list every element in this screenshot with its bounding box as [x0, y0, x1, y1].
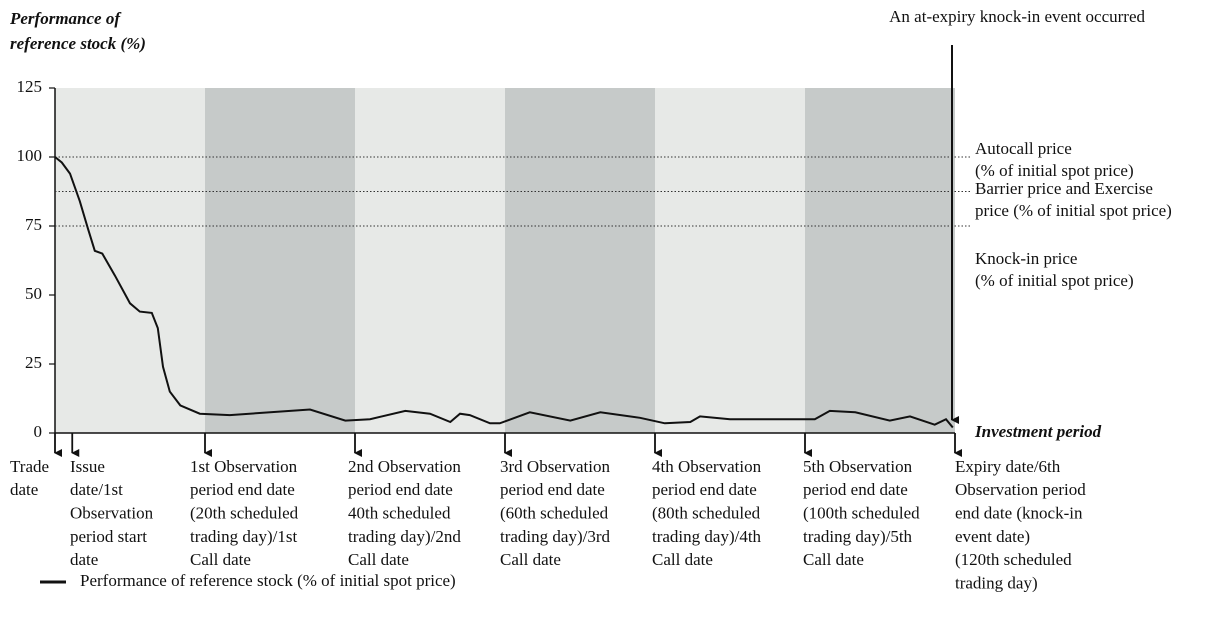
y-tick-label: 100	[17, 146, 43, 165]
reference-label: Barrier price and Exercise	[975, 179, 1153, 198]
event-label: trading day)	[955, 573, 1038, 592]
y-tick-label: 0	[34, 422, 43, 441]
reference-label: price (% of initial spot price)	[975, 201, 1172, 220]
event-label: Call date	[348, 550, 409, 569]
observation-band	[55, 88, 205, 433]
y-axis-title: Performance of	[9, 9, 122, 28]
event-label: Issue	[70, 457, 105, 476]
event-label: period end date	[652, 480, 757, 499]
event-label: 40th scheduled	[348, 504, 451, 523]
event-label: date/1st	[70, 480, 123, 499]
event-label: Call date	[190, 550, 251, 569]
reference-label: (% of initial spot price)	[975, 271, 1134, 290]
event-label: end date (knock-in	[955, 504, 1083, 523]
legend-label: Performance of reference stock (% of ini…	[80, 571, 456, 590]
event-label: period start	[70, 527, 147, 546]
event-label: Observation period	[955, 480, 1086, 499]
event-label: trading day)/5th	[803, 527, 913, 546]
event-label: period end date	[803, 480, 908, 499]
observation-band	[505, 88, 655, 433]
event-label: Observation	[70, 504, 154, 523]
event-label: (80th scheduled	[652, 504, 761, 523]
data-line	[54, 156, 954, 429]
observation-band	[805, 88, 955, 433]
reference-label: Knock-in price	[975, 249, 1077, 268]
event-label: date	[10, 480, 38, 499]
event-label: 5th Observation	[803, 457, 913, 476]
event-label: Call date	[500, 550, 561, 569]
reference-label: Autocall price	[975, 139, 1072, 158]
event-label: 2nd Observation	[348, 457, 461, 476]
event-label: period end date	[190, 480, 295, 499]
observation-band	[655, 88, 805, 433]
event-label: 1st Observation	[190, 457, 298, 476]
x-axis-title: Investment period	[974, 422, 1102, 441]
event-label: (120th scheduled	[955, 550, 1072, 569]
event-label: period end date	[500, 480, 605, 499]
event-label: 3rd Observation	[500, 457, 611, 476]
event-label: Call date	[803, 550, 864, 569]
observation-band	[205, 88, 355, 433]
y-tick-label: 25	[25, 353, 42, 372]
event-label: Expiry date/6th	[955, 457, 1061, 476]
event-label: (60th scheduled	[500, 504, 609, 523]
event-label: 4th Observation	[652, 457, 762, 476]
event-label: Call date	[652, 550, 713, 569]
event-label: (20th scheduled	[190, 504, 299, 523]
event-label: trading day)/3rd	[500, 527, 610, 546]
event-label: date	[70, 550, 98, 569]
event-label: trading day)/4th	[652, 527, 762, 546]
reference-label: (% of initial spot price)	[975, 161, 1134, 180]
event-label: trading day)/1st	[190, 527, 297, 546]
event-label: (100th scheduled	[803, 504, 920, 523]
event-label: event date)	[955, 527, 1030, 546]
event-label: period end date	[348, 480, 453, 499]
y-tick-label: 50	[25, 284, 42, 303]
y-tick-label: 75	[25, 215, 42, 234]
event-label: trading day)/2nd	[348, 527, 461, 546]
annotation: An at-expiry knock-in event occurred	[889, 7, 1145, 26]
y-tick-label: 125	[17, 77, 43, 96]
observation-band	[355, 88, 505, 433]
event-label: Trade	[10, 457, 49, 476]
y-axis-title: reference stock (%)	[10, 34, 146, 53]
